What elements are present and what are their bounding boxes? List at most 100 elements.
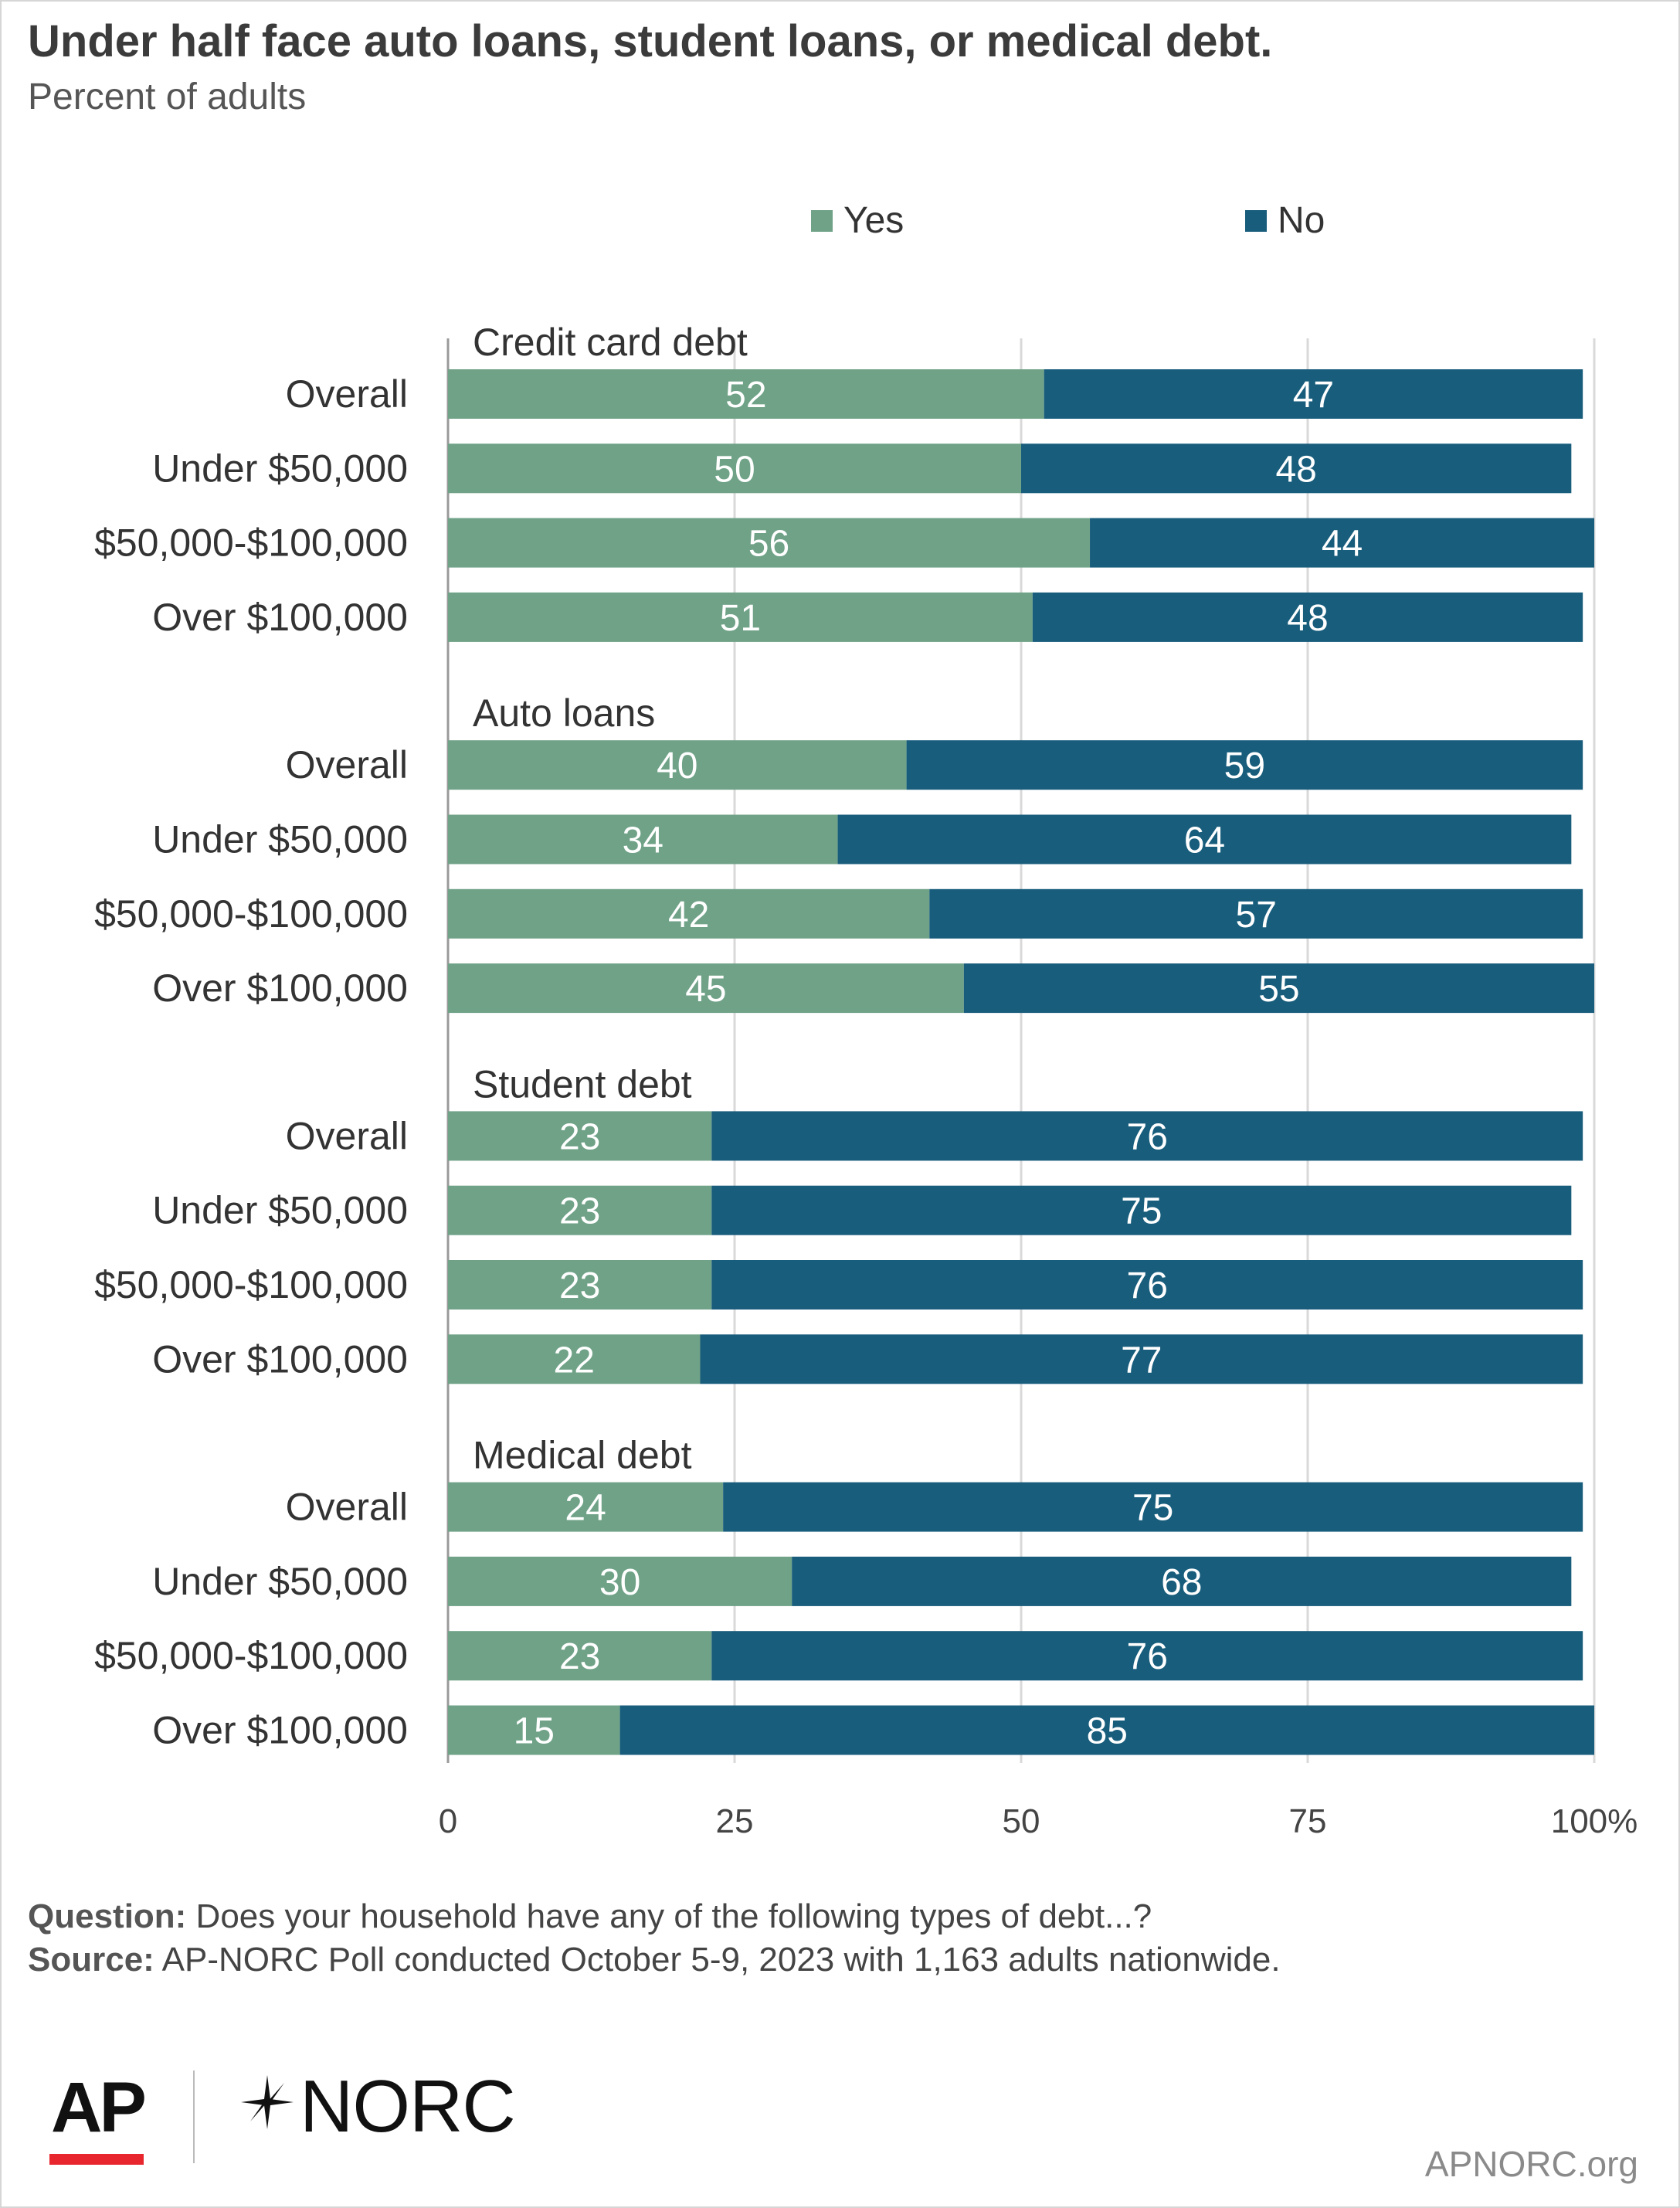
data-label-yes: 56	[748, 524, 789, 565]
bar-yes	[448, 592, 1033, 642]
data-label-no: 48	[1275, 449, 1316, 490]
data-label-yes: 51	[720, 598, 761, 639]
row-label: Under $50,000	[152, 1189, 408, 1232]
bar-no	[711, 1631, 1583, 1681]
bar-no	[1032, 592, 1583, 642]
bar-yes	[448, 1631, 712, 1681]
norc-star-icon	[241, 2075, 294, 2129]
row-label: Under $50,000	[152, 818, 408, 861]
data-label-yes: 45	[685, 969, 726, 1010]
bar-no	[711, 1185, 1572, 1235]
row-label: Over $100,000	[152, 1337, 408, 1381]
row-label: Overall	[286, 743, 408, 786]
data-label-no: 76	[1127, 1636, 1168, 1677]
legend-swatch-no	[1245, 210, 1267, 232]
group-title: Student debt	[473, 1062, 692, 1106]
row-label: Over $100,000	[152, 596, 408, 639]
row-label: $50,000-$100,000	[94, 1634, 408, 1677]
row-label: Overall	[286, 1114, 408, 1157]
data-label-no: 59	[1224, 746, 1265, 786]
x-tick-label: 100%	[1551, 1802, 1638, 1840]
row-label: Overall	[286, 372, 408, 416]
row-label: Over $100,000	[152, 1709, 408, 1752]
data-label-yes: 23	[559, 1116, 600, 1157]
data-label-no: 48	[1287, 598, 1328, 639]
bar-yes	[448, 1260, 712, 1310]
bar-no	[963, 963, 1594, 1014]
question-note: Question: Does your household have any o…	[28, 1897, 1152, 1936]
question-text: Does your household have any of the foll…	[186, 1897, 1152, 1935]
data-label-yes: 23	[559, 1265, 600, 1306]
bar-no	[792, 1556, 1572, 1606]
legend-label-yes: Yes	[843, 200, 904, 241]
data-label-no: 68	[1161, 1562, 1202, 1603]
ap-logo: AP	[51, 2068, 147, 2147]
group-title: Credit card debt	[473, 321, 748, 364]
bar-no	[711, 1111, 1583, 1161]
bar-yes	[448, 1556, 792, 1606]
data-label-yes: 15	[514, 1711, 555, 1752]
x-tick-label: 25	[716, 1802, 754, 1840]
data-label-yes: 40	[657, 746, 697, 786]
group-title: Medical debt	[473, 1434, 692, 1477]
row-label: Over $100,000	[152, 966, 408, 1010]
data-label-yes: 23	[559, 1636, 600, 1677]
data-label-yes: 34	[623, 820, 664, 861]
bar-yes	[448, 1705, 620, 1755]
row-label: $50,000-$100,000	[94, 521, 408, 565]
data-label-no: 47	[1293, 375, 1334, 416]
data-label-no: 55	[1258, 969, 1299, 1010]
bar-no	[1090, 518, 1594, 568]
bar-no	[1021, 443, 1572, 494]
source-text: AP-NORC Poll conducted October 5-9, 2023…	[154, 1941, 1281, 1979]
bar-no	[723, 1482, 1583, 1532]
x-tick-label: 0	[439, 1802, 457, 1840]
row-label: Under $50,000	[152, 1560, 408, 1603]
data-label-no: 76	[1127, 1116, 1168, 1157]
bar-yes	[448, 1111, 712, 1161]
chart-subtitle: Percent of adults	[28, 76, 307, 117]
bar-yes	[448, 963, 964, 1014]
x-tick-label: 50	[1003, 1802, 1040, 1840]
bar-no	[1044, 369, 1583, 419]
row-label: $50,000-$100,000	[94, 892, 408, 936]
bar-yes	[448, 443, 1021, 494]
legend-label-no: No	[1278, 200, 1325, 241]
bar-no	[929, 888, 1583, 939]
bar-yes	[448, 518, 1091, 568]
row-label: Overall	[286, 1486, 408, 1529]
row-label: Under $50,000	[152, 447, 408, 490]
bar-no	[700, 1334, 1583, 1384]
data-label-yes: 50	[714, 449, 755, 490]
bar-yes	[448, 1185, 712, 1235]
bar-yes	[448, 1482, 724, 1532]
source-label: Source:	[28, 1941, 154, 1979]
row-label: $50,000-$100,000	[94, 1263, 408, 1306]
data-label-yes: 22	[554, 1340, 595, 1381]
data-label-no: 75	[1132, 1488, 1173, 1529]
data-label-no: 57	[1236, 895, 1277, 936]
data-label-no: 44	[1322, 524, 1363, 565]
bar-no	[906, 740, 1583, 790]
question-label: Question:	[28, 1897, 187, 1935]
data-label-yes: 23	[559, 1191, 600, 1232]
ap-logo-underline	[49, 2154, 144, 2165]
chart-title: Under half face auto loans, student loan…	[28, 16, 1273, 66]
legend-swatch-yes	[811, 210, 833, 232]
data-label-yes: 52	[725, 375, 766, 416]
bar-yes	[448, 1334, 701, 1384]
data-label-no: 76	[1127, 1265, 1168, 1306]
data-label-yes: 24	[565, 1488, 606, 1529]
stacked-bar-chart: 0 25 50 75 100% Yes No Credit card debt Overall 5…	[94, 200, 1638, 1840]
source-note: Source: AP-NORC Poll conducted October 5…	[28, 1941, 1281, 1979]
norc-logo-text: NORC	[300, 2065, 516, 2148]
data-label-no: 77	[1121, 1340, 1162, 1381]
bar-yes	[448, 888, 930, 939]
data-label-no: 64	[1184, 820, 1225, 861]
x-tick-label: 75	[1289, 1802, 1327, 1840]
data-label-yes: 42	[668, 895, 709, 936]
data-label-no: 85	[1087, 1711, 1128, 1752]
data-label-yes: 30	[599, 1562, 640, 1603]
bar-no	[711, 1260, 1583, 1310]
